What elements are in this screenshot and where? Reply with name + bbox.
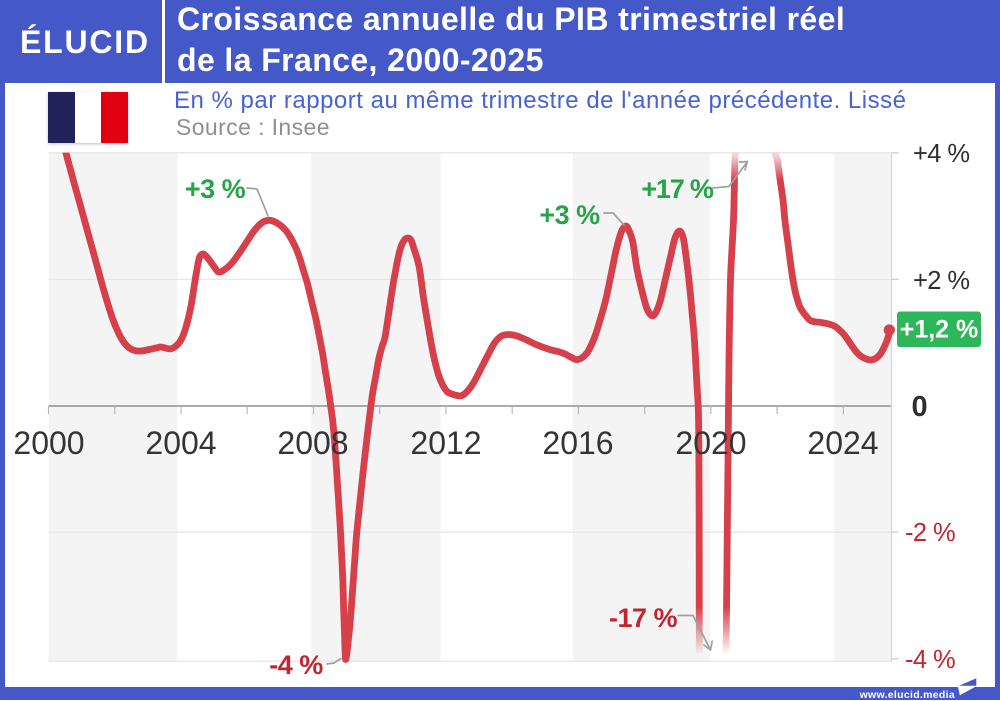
svg-text:2024: 2024 [807, 425, 878, 461]
svg-text:-4 %: -4 % [905, 646, 955, 674]
svg-text:0: 0 [912, 391, 928, 423]
svg-text:+1,2 %: +1,2 % [900, 316, 979, 344]
svg-text:2008: 2008 [277, 425, 348, 461]
svg-text:2016: 2016 [542, 425, 613, 461]
svg-text:2000: 2000 [13, 425, 84, 461]
svg-text:-2 %: -2 % [905, 519, 955, 547]
svg-text:-17 %: -17 % [609, 603, 678, 633]
svg-text:+2 %: +2 % [913, 267, 969, 295]
svg-text:-4 %: -4 % [269, 650, 323, 680]
svg-text:2012: 2012 [410, 425, 481, 461]
svg-text:+3 %: +3 % [185, 174, 246, 204]
svg-text:2020: 2020 [675, 425, 746, 461]
svg-text:+3 %: +3 % [539, 200, 600, 230]
svg-text:+4 %: +4 % [913, 140, 969, 168]
svg-text:2004: 2004 [145, 425, 216, 461]
svg-text:+17 %: +17 % [641, 174, 714, 204]
